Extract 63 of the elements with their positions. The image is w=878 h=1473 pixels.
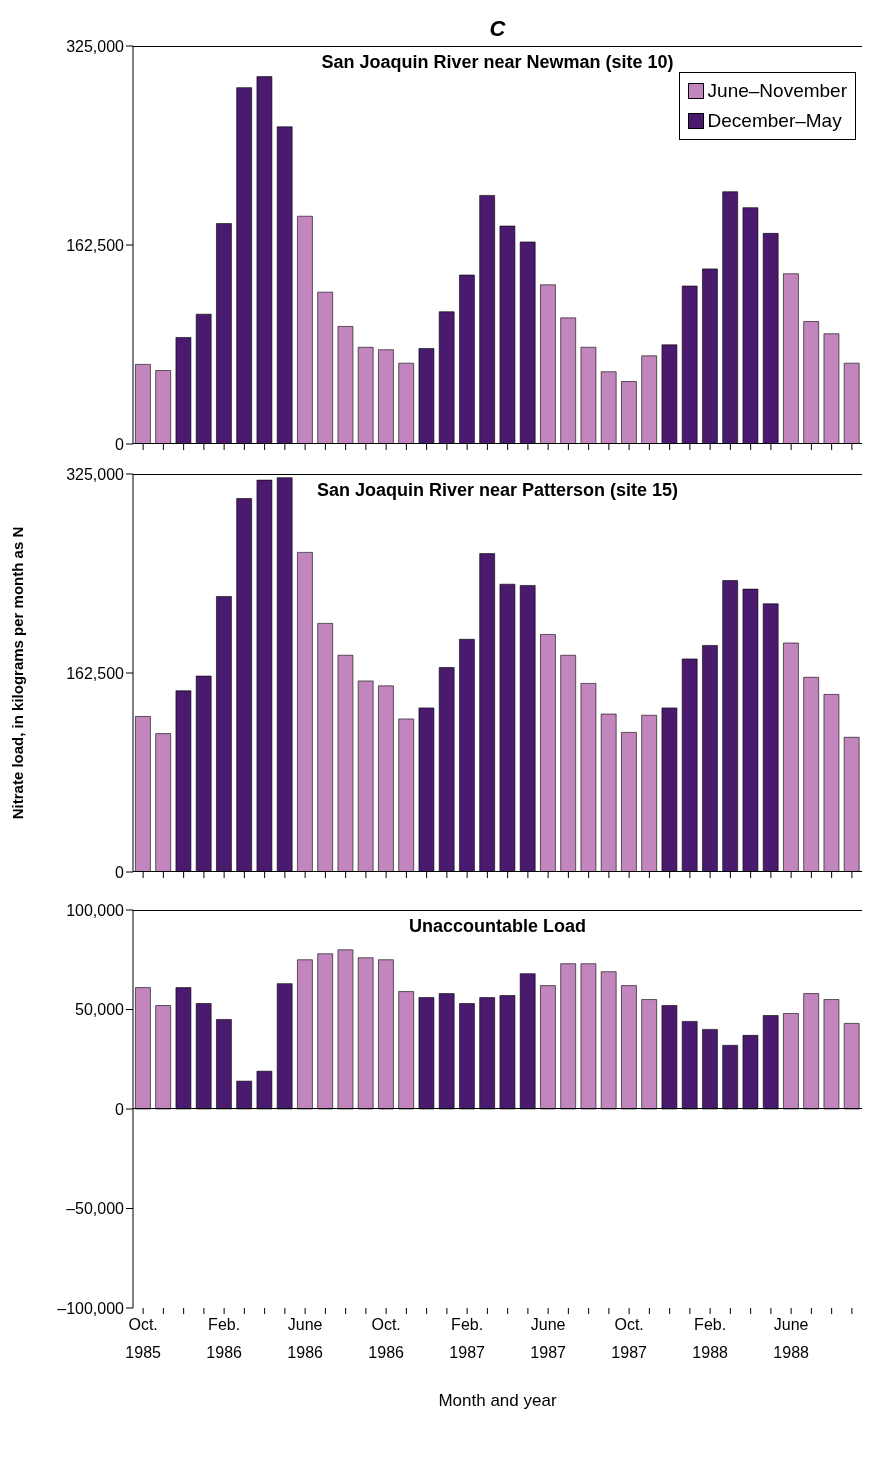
bar xyxy=(823,999,840,1110)
bar xyxy=(378,959,394,1110)
bar xyxy=(297,959,313,1110)
y-tick-label: 162,500 xyxy=(66,236,125,254)
bar xyxy=(600,971,617,1110)
bar xyxy=(641,999,657,1110)
bar xyxy=(540,985,556,1110)
x-tick-label: Oct. 1986 xyxy=(368,1316,405,1361)
x-tick-label: June 1987 xyxy=(530,1316,567,1361)
x-tick-label: Oct. 1987 xyxy=(611,1316,648,1361)
y-tick-label: 100,000 xyxy=(66,901,125,919)
chart-subtitle: San Joaquin River near Newman (site 10) xyxy=(320,52,675,73)
bar xyxy=(722,1045,738,1110)
y-tick-label: 0 xyxy=(115,863,125,881)
x-tick-label: Oct. 1985 xyxy=(125,1316,162,1361)
x-tick-label: Feb. 1988 xyxy=(692,1316,729,1361)
x-axis-title: Month and year xyxy=(438,1391,557,1410)
x-tick-label: June 1986 xyxy=(287,1316,324,1361)
bar xyxy=(276,983,293,1110)
bar xyxy=(803,993,819,1110)
bar xyxy=(398,991,414,1110)
bar xyxy=(499,995,516,1110)
bar xyxy=(560,963,576,1110)
bar xyxy=(459,1003,475,1110)
bar xyxy=(216,1019,232,1110)
y-tick-label: 162,500 xyxy=(66,664,125,682)
legend-label: December–May xyxy=(707,109,842,133)
y-tick-label: –50,000 xyxy=(66,1200,125,1218)
bar xyxy=(256,1070,273,1110)
bar xyxy=(337,949,354,1110)
y-tick-label: 50,000 xyxy=(75,1001,125,1019)
bar xyxy=(175,987,192,1110)
bar xyxy=(580,963,597,1110)
chart-title: Unaccountable Load xyxy=(408,916,587,937)
bar xyxy=(357,957,374,1110)
x-tick-label: June 1988 xyxy=(773,1316,810,1361)
bar xyxy=(762,1015,779,1110)
bar xyxy=(418,997,435,1110)
bar xyxy=(519,973,536,1110)
y-tick-label: 325,000 xyxy=(66,465,125,483)
chart-title: San Joaquin River near Patterson (site 15) xyxy=(315,480,680,501)
y-tick-label: 325,000 xyxy=(66,37,125,55)
y-tick-label: –100,000 xyxy=(57,1299,125,1317)
bar xyxy=(681,1021,698,1110)
bar xyxy=(236,1080,252,1110)
y-axis-title: Nitrate load, in kilograms per month as N xyxy=(9,526,27,820)
bar xyxy=(438,993,455,1110)
legend-label: June–November xyxy=(707,79,847,103)
bar xyxy=(479,997,495,1110)
bar xyxy=(661,1005,678,1110)
chart-title: C xyxy=(488,16,507,42)
bar xyxy=(621,985,637,1110)
y-tick-label: 0 xyxy=(115,1100,125,1118)
x-tick-label: Feb. 1986 xyxy=(206,1316,243,1361)
bar xyxy=(155,1005,171,1110)
bar xyxy=(783,1013,799,1110)
bar xyxy=(195,1003,212,1110)
bar xyxy=(843,1023,860,1110)
x-tick-label: Feb. 1987 xyxy=(449,1316,486,1361)
y-tick-label: 0 xyxy=(115,435,125,453)
bar xyxy=(702,1029,718,1110)
bar xyxy=(317,953,333,1110)
bar xyxy=(742,1035,759,1110)
